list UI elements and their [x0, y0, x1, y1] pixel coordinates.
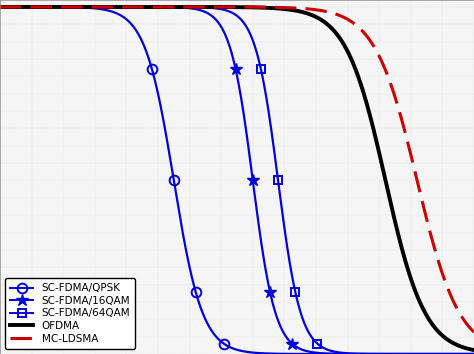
- Legend: SC-FDMA/QPSK, SC-FDMA/16QAM, SC-FDMA/64QAM, OFDMA, MC-LDSMA: SC-FDMA/QPSK, SC-FDMA/16QAM, SC-FDMA/64Q…: [5, 278, 136, 349]
